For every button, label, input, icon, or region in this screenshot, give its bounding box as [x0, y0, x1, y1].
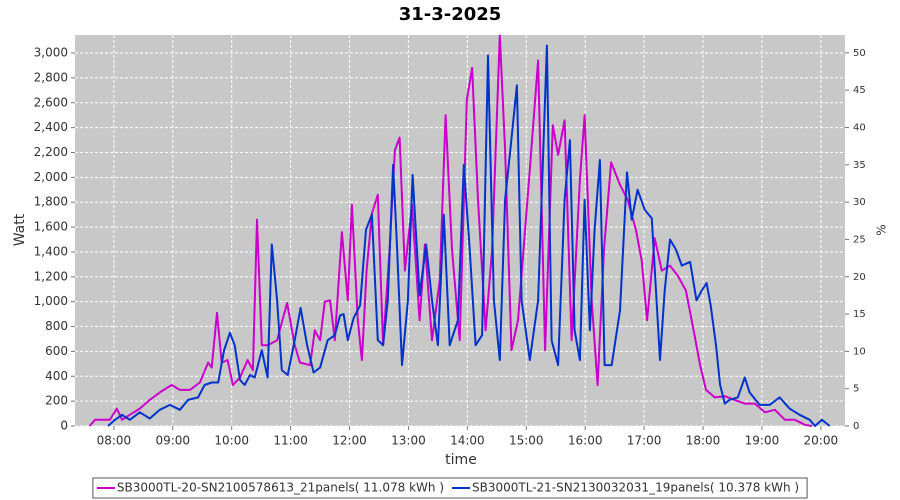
y2-tick-label: 20: [853, 272, 866, 283]
y2-tick-label: 5: [853, 384, 859, 395]
y-tick-label: 1,600: [34, 220, 68, 234]
series-line: [107, 44, 831, 427]
chart-title: 31-3-2025: [399, 4, 502, 25]
legend-box: [92, 477, 808, 499]
x-tick-label: 17:00: [627, 434, 662, 448]
y-tick-label: 2,200: [34, 145, 68, 159]
x-tick-label: 11:00: [273, 434, 308, 448]
y-tick-label: 600: [45, 344, 68, 358]
y-tick-label: 0: [60, 419, 68, 433]
y-tick-label: 2,400: [34, 120, 68, 134]
y-axis-label: Watt: [12, 213, 28, 246]
x-tick-label: 08:00: [97, 434, 132, 448]
y2-tick-label: 30: [853, 197, 866, 208]
x-tick-label: 13:00: [391, 434, 426, 448]
x-tick-label: 18:00: [686, 434, 721, 448]
legend-label: SB3000TL-20-SN2100578613_21panels( 11.07…: [117, 481, 444, 495]
legend-label: SB3000TL-21-SN2130032031_19panels( 10.37…: [472, 481, 799, 495]
x-tick-label: 09:00: [155, 434, 190, 448]
x-tick-label: 10:00: [214, 434, 249, 448]
y2-tick-label: 45: [853, 85, 866, 96]
x-tick-label: 12:00: [332, 434, 367, 448]
y2-tick-label: 10: [853, 346, 866, 357]
y-tick-label: 1,200: [34, 269, 68, 283]
y2-tick-label: 25: [853, 234, 866, 245]
y2-axis-label: %: [875, 224, 889, 235]
legend: SB3000TL-20-SN2100578613_21panels( 11.07…: [92, 477, 808, 499]
y2-tick-label: 0: [853, 421, 859, 432]
y-tick-label: 1,800: [34, 195, 68, 209]
y-tick-label: 200: [45, 394, 68, 408]
x-tick-label: 14:00: [450, 434, 485, 448]
y-tick-label: 800: [45, 319, 68, 333]
series-line: [88, 34, 813, 427]
y2-tick-label: 15: [853, 309, 866, 320]
y-tick-label: 2,000: [34, 170, 68, 184]
y-tick-label: 3,000: [34, 46, 68, 60]
y2-tick-label: 40: [853, 123, 866, 134]
x-tick-label: 16:00: [568, 434, 603, 448]
y-tick-label: 2,600: [34, 95, 68, 109]
y-tick-label: 400: [45, 369, 68, 383]
x-tick-label: 15:00: [509, 434, 544, 448]
x-tick-label: 19:00: [745, 434, 780, 448]
plot-area: [75, 35, 845, 426]
y-tick-label: 2,800: [34, 70, 68, 84]
x-axis-label: time: [445, 452, 477, 468]
y-tick-label: 1,000: [34, 294, 68, 308]
y2-tick-label: 50: [853, 48, 866, 59]
x-tick-label: 20:00: [804, 434, 839, 448]
y2-tick-label: 35: [853, 160, 866, 171]
y-tick-label: 1,400: [34, 244, 68, 258]
